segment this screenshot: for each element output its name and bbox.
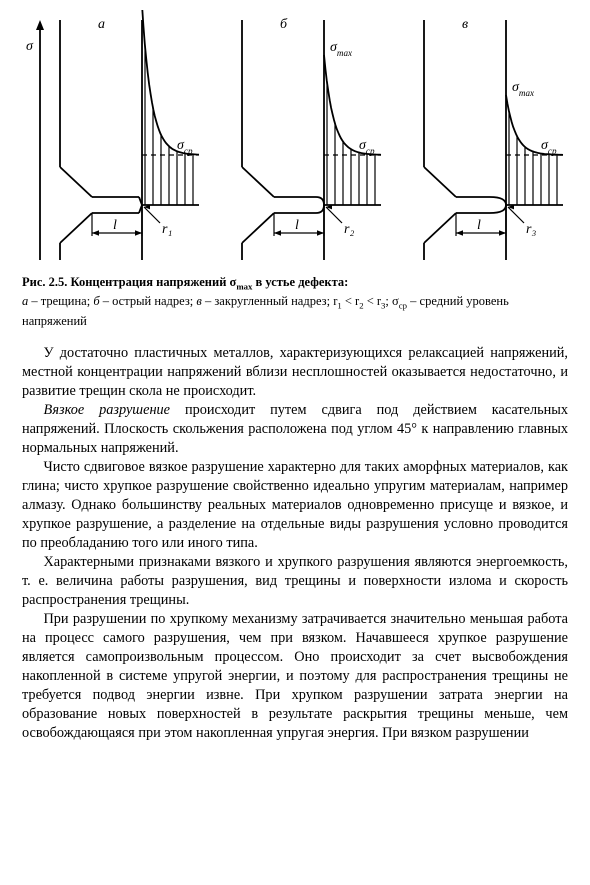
paragraph-2-lead: Вязкое разрушение	[43, 402, 170, 418]
svg-text:σmax: σmax	[330, 40, 352, 58]
svg-text:l: l	[113, 218, 117, 233]
caption-c-text: – закругленный надрез; r	[202, 294, 338, 308]
svg-text:а: а	[98, 17, 105, 32]
stress-concentration-figure: σlr₁аσmaxσсрlr₂бσmaxσсрlr₃вσmaxσср	[22, 10, 568, 270]
caption-b-text: – острый надрез;	[100, 294, 197, 308]
svg-text:l: l	[295, 218, 299, 233]
svg-text:σср: σср	[177, 138, 193, 156]
svg-text:l: l	[477, 218, 481, 233]
paragraph-5: При разрушении по хрупкому механизму зат…	[22, 610, 568, 743]
figure-caption: Рис. 2.5. Концентрация напряжений σmax в…	[22, 274, 568, 330]
svg-text:r₂: r₂	[344, 222, 354, 237]
caption-title-suffix: в устье дефекта:	[252, 275, 348, 289]
svg-text:σmax: σmax	[512, 80, 534, 98]
caption-a-text: – трещина;	[28, 294, 93, 308]
svg-text:в: в	[462, 17, 468, 32]
paragraph-2: Вязкое разрушение происходит путем сдвиг…	[22, 401, 568, 458]
caption-sigmacp-sub: ср	[399, 301, 407, 311]
paragraph-4: Характерными признаками вязкого и хрупко…	[22, 553, 568, 610]
svg-text:r₁: r₁	[162, 222, 172, 237]
caption-mid1: < r	[342, 294, 359, 308]
paragraph-3: Чисто сдвиговое вязкое разрушение характ…	[22, 458, 568, 553]
caption-title-sub: max	[236, 282, 252, 292]
body-text: У достаточно пластичных металлов, характ…	[22, 344, 568, 743]
svg-text:r₃: r₃	[526, 222, 536, 237]
paragraph-1: У достаточно пластичных металлов, характ…	[22, 344, 568, 401]
svg-text:σ: σ	[26, 39, 34, 54]
svg-text:б: б	[280, 17, 288, 32]
figure-svg: σlr₁аσmaxσсрlr₂бσmaxσсрlr₃вσmaxσср	[22, 10, 568, 270]
caption-title-prefix: Рис. 2.5. Концентрация напряжений σ	[22, 275, 236, 289]
caption-mid2: < r	[364, 294, 381, 308]
caption-sigmacp: ; σ	[385, 294, 398, 308]
